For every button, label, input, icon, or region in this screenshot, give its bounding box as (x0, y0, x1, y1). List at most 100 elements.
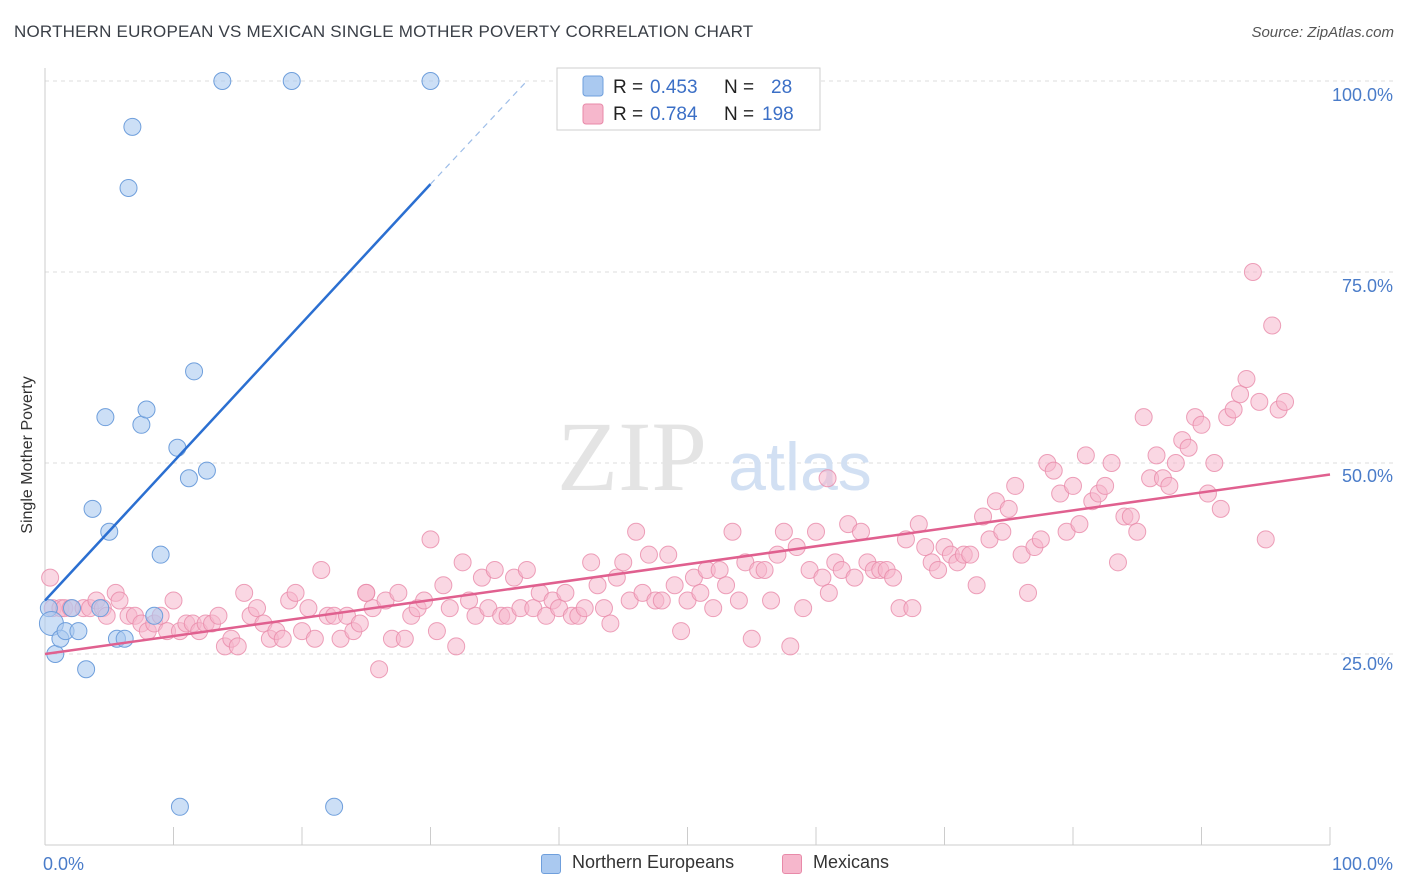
mexicans-point (774, 522, 793, 541)
source-credit: Source: ZipAtlas.com (1251, 24, 1394, 41)
mexicans-point (312, 560, 331, 579)
mexicans-point (588, 576, 607, 595)
mexicans-point (665, 576, 684, 595)
mexicans-point (1064, 476, 1082, 495)
mexicans-point (447, 637, 466, 656)
northern-europeans-point (62, 599, 81, 618)
legend-r-value-blue: 0.453 (650, 77, 698, 98)
legend-box: R = 0.453 N = 28 R = 0.784 N = 198 (556, 67, 821, 131)
mexicans-point (389, 583, 408, 602)
mexicans-point (845, 568, 864, 587)
mexicans-point (248, 599, 267, 618)
northern-europeans-point (168, 438, 187, 457)
northern-europeans-point (77, 660, 96, 679)
northern-europeans-point (213, 72, 232, 90)
mexicans-point (916, 538, 935, 557)
legend-r-label-blue: R = (613, 77, 643, 98)
mexicans-points (41, 263, 1295, 679)
mexicans-point (762, 591, 781, 610)
mexicans-point (967, 576, 986, 595)
northern-europeans-point (83, 499, 102, 518)
chart-title: NORTHERN EUROPEAN VS MEXICAN SINGLE MOTH… (14, 22, 754, 41)
northern-europeans-point (96, 408, 115, 427)
mexicans-trend-line (44, 473, 1331, 656)
mexicans-point (627, 522, 646, 541)
mexicans-point (781, 637, 800, 656)
mexicans-point (164, 591, 183, 610)
mexicans-point (299, 599, 318, 618)
mexicans-point (1276, 392, 1295, 411)
mexicans-point (851, 522, 870, 541)
northern-europeans-trend-line (44, 183, 432, 602)
mexicans-point (228, 637, 247, 656)
mexicans-point (929, 560, 948, 579)
mexicans-point (440, 599, 459, 618)
axes (44, 68, 1331, 846)
mexicans-point (1243, 263, 1262, 281)
mexicans-point (1102, 454, 1121, 472)
northern-europeans-point (123, 117, 142, 136)
northern-europeans-point (325, 797, 344, 816)
northern-europeans-point (185, 362, 204, 381)
mexicans-point (209, 606, 228, 625)
northern-europeans-point (132, 415, 151, 434)
mexicans-point (652, 591, 671, 610)
mexicans-point (357, 583, 376, 602)
mexicans-point (1019, 583, 1038, 602)
mexicans-point (556, 583, 575, 602)
northern-europeans-point (137, 400, 156, 419)
mexicans-point (453, 553, 472, 572)
mexicans-point (768, 545, 787, 564)
legend-n-label-blue: N = (724, 77, 754, 98)
legend-n-label-pink: N = (724, 104, 754, 125)
mexicans-point (974, 507, 993, 526)
mexicans-point (999, 499, 1018, 518)
mexicans-point (717, 576, 736, 595)
mexicans-point (434, 576, 453, 595)
y-tick-labels: 25.0% 50.0% 75.0% 100.0% (1332, 85, 1393, 674)
watermark-atlas: atlas (728, 429, 872, 505)
mexicans-point (1070, 515, 1089, 534)
mexicans-point (1147, 446, 1166, 465)
mexicans-point (235, 583, 254, 602)
mexicans-point (273, 629, 292, 648)
mexicans-point (1205, 454, 1224, 472)
mexicans-point (1076, 446, 1095, 465)
mexicans-point (1160, 476, 1179, 495)
mexicans-point (903, 599, 922, 618)
mexicans-point (659, 545, 678, 564)
northern-europeans-point (69, 622, 88, 641)
mexicans-point (1263, 316, 1282, 335)
northern-europeans-points (38, 72, 440, 816)
mexicans-point (1031, 530, 1050, 549)
mexicans-point (305, 629, 324, 648)
northern-europeans-trend-extension (430, 80, 528, 185)
northern-europeans-point (282, 72, 301, 90)
mexicans-point (993, 522, 1012, 541)
mexicans-point (1231, 385, 1250, 404)
y-tick-label: 25.0% (1342, 654, 1393, 674)
y-tick-label: 100.0% (1332, 85, 1393, 105)
mexicans-point (1256, 530, 1275, 549)
mexicans-point (370, 660, 389, 679)
legend-swatch-blue (582, 75, 604, 97)
x-tick-label-min: 0.0% (43, 854, 84, 874)
legend-n-value-blue: 28 (771, 77, 792, 98)
bottom-legend: Northern Europeans Mexicans (0, 850, 1406, 880)
mexicans-point (1044, 461, 1063, 480)
trend-lines (44, 80, 1331, 656)
y-tick-label: 50.0% (1342, 466, 1393, 486)
legend-label-mexicans: Mexicans (813, 852, 890, 872)
mexicans-point (819, 583, 838, 602)
mexicans-point (1128, 522, 1147, 541)
mexicans-point (729, 591, 748, 610)
mexicans-point (517, 560, 536, 579)
mexicans-point (639, 545, 658, 564)
mexicans-point (672, 622, 691, 641)
mexicans-point (110, 591, 129, 610)
legend-n-value-pink: 198 (762, 104, 794, 125)
mexicans-point (1096, 476, 1115, 495)
northern-europeans-point (197, 461, 216, 480)
watermark-zip: ZIP (557, 401, 707, 512)
mexicans-point (961, 545, 980, 564)
